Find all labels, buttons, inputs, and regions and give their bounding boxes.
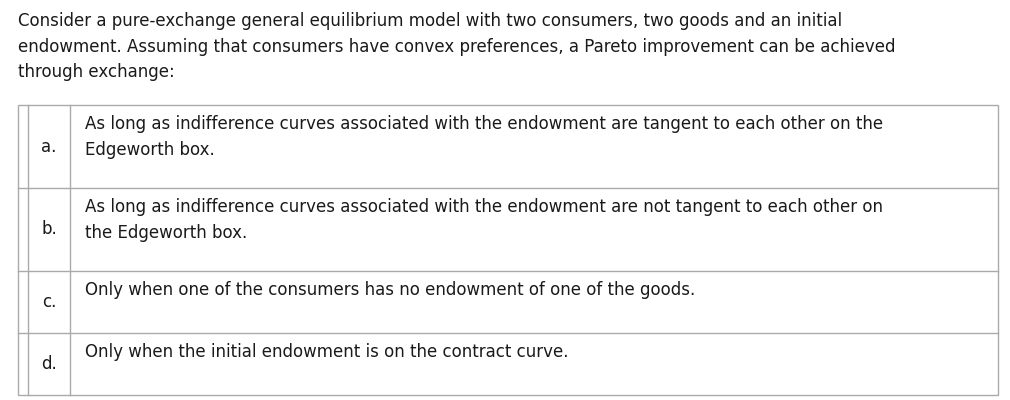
Text: a.: a. — [41, 138, 57, 156]
Text: As long as indifference curves associated with the endowment are tangent to each: As long as indifference curves associate… — [85, 115, 883, 159]
Text: Only when the initial endowment is on the contract curve.: Only when the initial endowment is on th… — [85, 343, 569, 361]
Text: d.: d. — [41, 355, 57, 373]
Text: Only when one of the consumers has no endowment of one of the goods.: Only when one of the consumers has no en… — [85, 281, 695, 299]
Bar — [18, 105, 998, 395]
Text: As long as indifference curves associated with the endowment are not tangent to : As long as indifference curves associate… — [85, 198, 883, 242]
Text: b.: b. — [41, 220, 57, 238]
Text: c.: c. — [41, 293, 57, 311]
Text: Consider a pure-exchange general equilibrium model with two consumers, two goods: Consider a pure-exchange general equilib… — [18, 12, 896, 81]
